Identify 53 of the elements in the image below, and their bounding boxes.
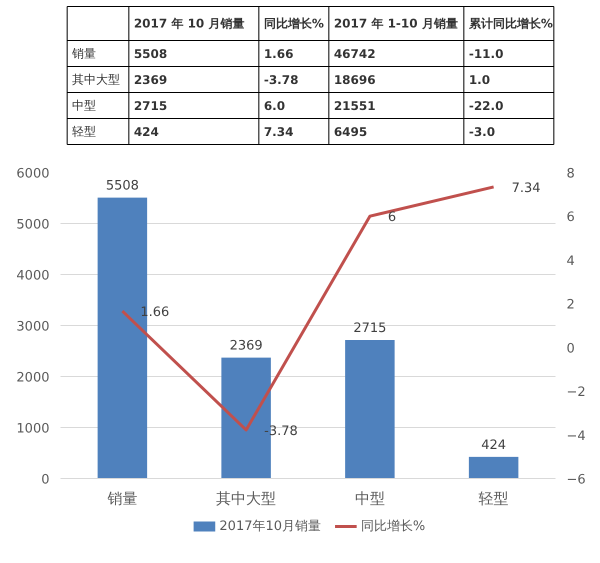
data-label: 5508 [106,178,139,194]
data-label: 2369 [230,338,263,354]
y2-tick-label: 4 [566,254,575,269]
legend-label: 2017年10月销量 [219,519,322,534]
y-tick-label: 5000 [16,218,50,232]
text: -3.78 [264,73,298,87]
text: 累计同比增长% [468,16,553,30]
y2-tick-label: −6 [566,472,586,488]
y-tick-label: 2000 [16,370,50,386]
text: -3.0 [468,125,496,139]
text: 424 [134,125,159,139]
text: 6.0 [264,99,286,113]
y2-tick-label: 2 [566,298,575,313]
y2-tick-label: 6 [566,210,575,226]
y2-tick-label: −4 [566,428,586,444]
y2-tick-label: −2 [566,385,586,400]
y-tick-label: 3000 [16,320,50,334]
text: 其中大型 [72,72,120,86]
data-label: 2715 [353,321,386,336]
legend-label: 同比增长% [360,519,426,534]
y-tick-label: 6000 [16,166,50,182]
text: -11.0 [468,47,504,61]
text: 2017 年 1-10 月销量 [334,16,458,30]
x-tick-label: 销量 [106,490,138,508]
text: 2017 年 10 月销量 [134,16,244,30]
data-label: 424 [481,438,506,453]
text: 1.0 [468,73,490,87]
text: 中型 [72,98,96,112]
x-tick-label: 其中大型 [216,490,276,508]
text: 46742 [334,47,376,61]
text: 2715 [134,99,168,113]
text: 7.34 [264,125,294,139]
text: 轻型 [72,124,96,138]
x-tick-label: 中型 [354,490,385,508]
text: 5508 [134,47,168,61]
text: 1.66 [264,47,294,61]
bar [345,340,395,478]
text: 销量 [71,46,96,60]
y-tick-label: 1000 [16,422,50,436]
text: 同比增长% [264,16,324,30]
x-tick-label: 轻型 [478,490,509,508]
bar [468,456,518,478]
text: 18696 [334,73,376,87]
text: -22.0 [468,99,504,113]
text: 21551 [334,99,376,113]
text: 2369 [134,73,168,87]
y-tick-label: 4000 [16,268,50,284]
y2-tick-label: 8 [566,166,575,182]
y-tick-label: 0 [41,472,50,488]
y2-tick-label: 0 [566,341,575,356]
data-label: 7.34 [512,180,541,196]
data-label: 6 [388,210,396,226]
text: 6495 [334,125,368,139]
